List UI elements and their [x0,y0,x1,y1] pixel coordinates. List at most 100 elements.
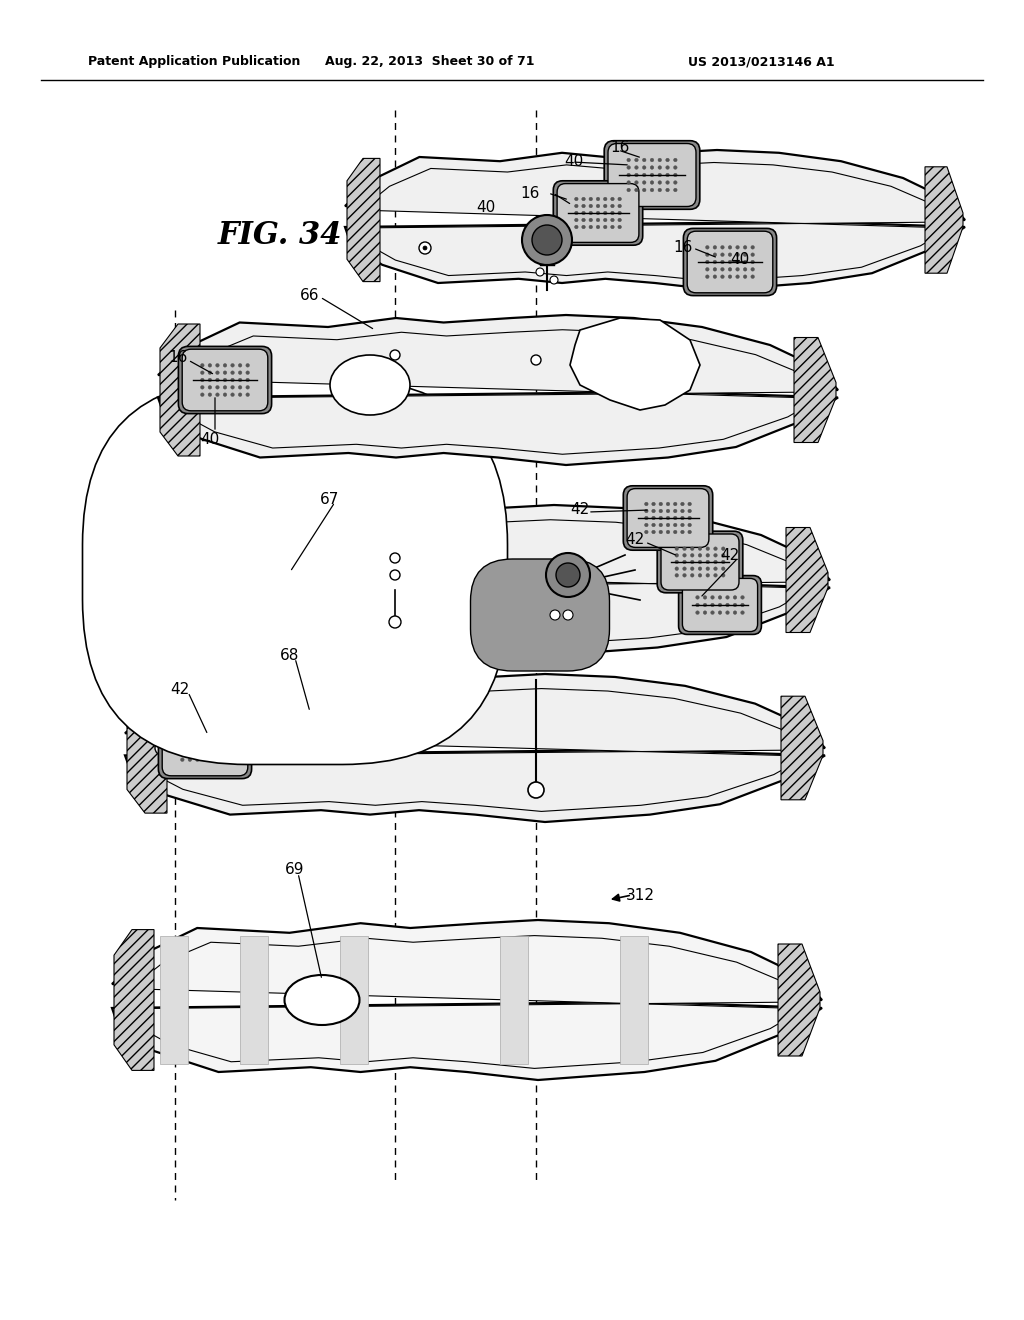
Circle shape [733,611,737,614]
Circle shape [226,729,229,733]
Circle shape [201,363,204,367]
FancyBboxPatch shape [604,141,699,210]
Circle shape [596,218,600,222]
Circle shape [596,205,600,207]
Circle shape [688,502,691,506]
Circle shape [627,181,631,185]
Polygon shape [112,920,822,1080]
Circle shape [617,211,622,215]
Circle shape [582,197,586,201]
Circle shape [698,573,701,577]
Circle shape [522,215,572,265]
Circle shape [223,393,226,396]
Circle shape [218,729,222,733]
Circle shape [703,603,707,607]
Circle shape [223,385,226,389]
Circle shape [740,595,744,599]
Circle shape [211,743,214,747]
Circle shape [223,363,226,367]
Circle shape [740,603,744,607]
Circle shape [690,560,694,564]
Text: 42: 42 [170,682,189,697]
Circle shape [610,211,614,215]
Circle shape [155,741,169,755]
Circle shape [239,363,242,367]
Circle shape [536,268,544,276]
Circle shape [690,553,694,557]
FancyBboxPatch shape [470,558,609,671]
Circle shape [713,268,717,271]
Circle shape [743,260,746,264]
Circle shape [698,553,701,557]
Circle shape [695,595,699,599]
Circle shape [651,523,655,527]
Circle shape [681,502,684,506]
Circle shape [659,510,663,512]
Circle shape [596,226,600,228]
Circle shape [203,751,207,754]
Circle shape [180,735,184,739]
Text: US 2013/0213146 A1: US 2013/0213146 A1 [688,55,835,69]
Circle shape [196,751,200,754]
Circle shape [651,516,655,520]
FancyBboxPatch shape [682,578,758,631]
Polygon shape [125,675,825,822]
Circle shape [743,253,746,256]
Circle shape [722,546,725,550]
Circle shape [574,197,579,201]
Circle shape [211,758,214,762]
Circle shape [188,758,191,762]
Circle shape [681,531,684,533]
Circle shape [726,595,729,599]
Circle shape [743,275,746,279]
Circle shape [667,502,670,506]
Polygon shape [340,936,368,1064]
Circle shape [642,166,646,169]
FancyBboxPatch shape [162,714,248,776]
Circle shape [703,611,707,614]
Circle shape [203,735,207,739]
Circle shape [714,546,717,550]
Circle shape [659,523,663,527]
Circle shape [695,603,699,607]
Circle shape [706,246,710,249]
Circle shape [714,553,717,557]
Circle shape [674,181,677,185]
Circle shape [226,735,229,739]
Circle shape [659,516,663,520]
Circle shape [675,553,679,557]
Circle shape [582,205,586,207]
Circle shape [706,566,710,570]
Circle shape [423,246,427,249]
Circle shape [208,385,212,389]
Polygon shape [786,528,828,632]
Circle shape [627,173,631,177]
Circle shape [736,253,739,256]
Circle shape [201,371,204,375]
Circle shape [589,226,593,228]
Circle shape [722,560,725,564]
Circle shape [728,253,732,256]
Circle shape [751,260,755,264]
Circle shape [528,781,544,799]
Circle shape [713,246,717,249]
Circle shape [642,181,646,185]
Circle shape [651,531,655,533]
Circle shape [743,268,746,271]
Circle shape [706,260,710,264]
Polygon shape [160,936,188,1064]
Circle shape [180,743,184,747]
Circle shape [714,566,717,570]
Circle shape [667,523,670,527]
Text: 40: 40 [730,252,750,268]
Polygon shape [143,689,807,812]
Circle shape [390,570,400,579]
Circle shape [230,363,234,367]
Circle shape [658,181,662,185]
Circle shape [674,510,677,512]
FancyBboxPatch shape [182,350,268,411]
Circle shape [706,275,710,279]
Circle shape [196,735,200,739]
FancyBboxPatch shape [83,380,508,764]
Circle shape [196,758,200,762]
